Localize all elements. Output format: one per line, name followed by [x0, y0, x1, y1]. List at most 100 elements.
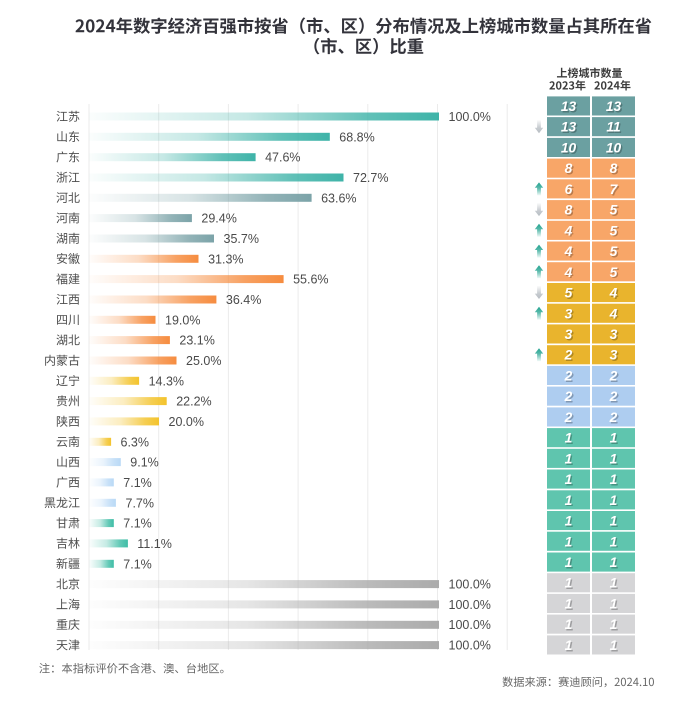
- svg-text:9.1%: 9.1%: [130, 456, 159, 470]
- svg-text:31.3%: 31.3%: [208, 252, 243, 266]
- svg-text:11.1%: 11.1%: [137, 537, 172, 551]
- svg-text:3: 3: [565, 327, 573, 342]
- svg-text:1: 1: [610, 534, 618, 549]
- svg-text:5: 5: [611, 225, 619, 240]
- svg-text:8: 8: [611, 163, 619, 178]
- svg-text:1: 1: [566, 432, 574, 447]
- svg-text:5: 5: [611, 246, 619, 261]
- svg-text:2: 2: [564, 410, 573, 425]
- svg-text:1: 1: [566, 619, 574, 634]
- svg-text:5: 5: [565, 286, 573, 301]
- svg-text:1: 1: [611, 515, 619, 530]
- svg-text:100.0%: 100.0%: [449, 110, 491, 124]
- svg-text:1: 1: [611, 536, 619, 551]
- svg-text:1: 1: [611, 453, 619, 468]
- svg-text:4: 4: [565, 225, 574, 240]
- svg-text:1: 1: [611, 474, 619, 489]
- svg-text:1: 1: [610, 514, 618, 529]
- svg-text:3: 3: [610, 348, 618, 363]
- svg-text:3: 3: [611, 328, 619, 343]
- svg-text:10: 10: [562, 142, 578, 157]
- svg-text:11: 11: [606, 120, 620, 135]
- svg-text:4: 4: [610, 308, 619, 323]
- svg-text:55.6%: 55.6%: [293, 273, 328, 287]
- svg-text:10: 10: [607, 142, 623, 157]
- svg-text:14.3%: 14.3%: [149, 374, 184, 388]
- svg-text:1: 1: [565, 493, 573, 508]
- svg-text:13: 13: [562, 121, 578, 136]
- svg-text:13: 13: [562, 100, 578, 115]
- svg-text:3: 3: [611, 349, 619, 364]
- svg-text:1: 1: [566, 577, 574, 592]
- svg-text:2: 2: [565, 370, 574, 385]
- svg-text:1: 1: [566, 639, 574, 654]
- svg-text:2: 2: [565, 411, 574, 426]
- svg-text:7: 7: [610, 182, 619, 197]
- svg-text:1: 1: [610, 597, 618, 612]
- svg-text:1: 1: [566, 494, 574, 509]
- svg-text:1: 1: [610, 451, 618, 466]
- svg-text:1: 1: [566, 474, 574, 489]
- svg-text:3: 3: [566, 308, 574, 323]
- svg-text:8: 8: [565, 161, 573, 176]
- svg-text:2: 2: [565, 391, 574, 406]
- svg-text:3: 3: [610, 327, 618, 342]
- svg-text:5: 5: [566, 287, 574, 302]
- svg-text:2: 2: [564, 348, 573, 363]
- svg-text:1: 1: [610, 555, 618, 570]
- svg-text:2: 2: [609, 410, 618, 425]
- svg-text:1: 1: [610, 617, 618, 632]
- svg-text:1: 1: [565, 514, 573, 529]
- svg-text:11: 11: [608, 121, 622, 136]
- svg-text:3: 3: [565, 306, 573, 321]
- svg-text:4: 4: [565, 266, 574, 281]
- svg-text:1: 1: [565, 597, 573, 612]
- svg-text:2: 2: [565, 349, 574, 364]
- svg-text:5: 5: [611, 266, 619, 281]
- svg-text:1: 1: [566, 453, 574, 468]
- svg-text:25.0%: 25.0%: [186, 354, 221, 368]
- svg-text:7: 7: [611, 183, 620, 198]
- svg-text:1: 1: [565, 534, 573, 549]
- svg-text:68.8%: 68.8%: [339, 130, 374, 144]
- svg-text:8: 8: [566, 163, 574, 178]
- svg-text:4: 4: [564, 223, 573, 238]
- svg-text:19.0%: 19.0%: [165, 313, 200, 327]
- svg-text:4: 4: [564, 244, 573, 259]
- svg-text:1: 1: [611, 432, 619, 447]
- svg-text:1: 1: [565, 555, 573, 570]
- svg-text:1: 1: [566, 515, 574, 530]
- svg-text:63.6%: 63.6%: [321, 191, 356, 205]
- svg-text:1: 1: [565, 472, 573, 487]
- svg-text:4: 4: [564, 265, 573, 280]
- svg-text:4: 4: [609, 286, 618, 301]
- svg-text:47.6%: 47.6%: [265, 151, 300, 165]
- svg-text:1: 1: [610, 431, 618, 446]
- svg-text:3: 3: [566, 328, 574, 343]
- svg-text:1: 1: [610, 576, 618, 591]
- svg-text:8: 8: [565, 203, 573, 218]
- svg-text:2: 2: [609, 368, 618, 383]
- svg-text:1: 1: [566, 556, 574, 571]
- svg-text:100.0%: 100.0%: [449, 639, 491, 653]
- svg-text:72.7%: 72.7%: [353, 171, 388, 185]
- svg-text:1: 1: [566, 536, 574, 551]
- svg-text:1: 1: [611, 598, 619, 613]
- svg-text:1: 1: [611, 494, 619, 509]
- svg-text:2: 2: [610, 370, 619, 385]
- svg-text:13: 13: [561, 120, 577, 135]
- svg-text:1: 1: [566, 598, 574, 613]
- svg-text:2: 2: [564, 368, 573, 383]
- svg-text:8: 8: [566, 204, 574, 219]
- svg-text:4: 4: [565, 246, 574, 261]
- svg-text:4: 4: [609, 306, 618, 321]
- svg-text:1: 1: [610, 493, 618, 508]
- svg-text:36.4%: 36.4%: [226, 293, 261, 307]
- svg-text:2: 2: [610, 391, 619, 406]
- svg-text:1: 1: [611, 619, 619, 634]
- svg-text:20.0%: 20.0%: [169, 415, 204, 429]
- svg-text:29.4%: 29.4%: [201, 212, 236, 226]
- svg-text:35.7%: 35.7%: [224, 232, 259, 246]
- svg-text:100.0%: 100.0%: [449, 598, 491, 612]
- svg-text:1: 1: [611, 577, 619, 592]
